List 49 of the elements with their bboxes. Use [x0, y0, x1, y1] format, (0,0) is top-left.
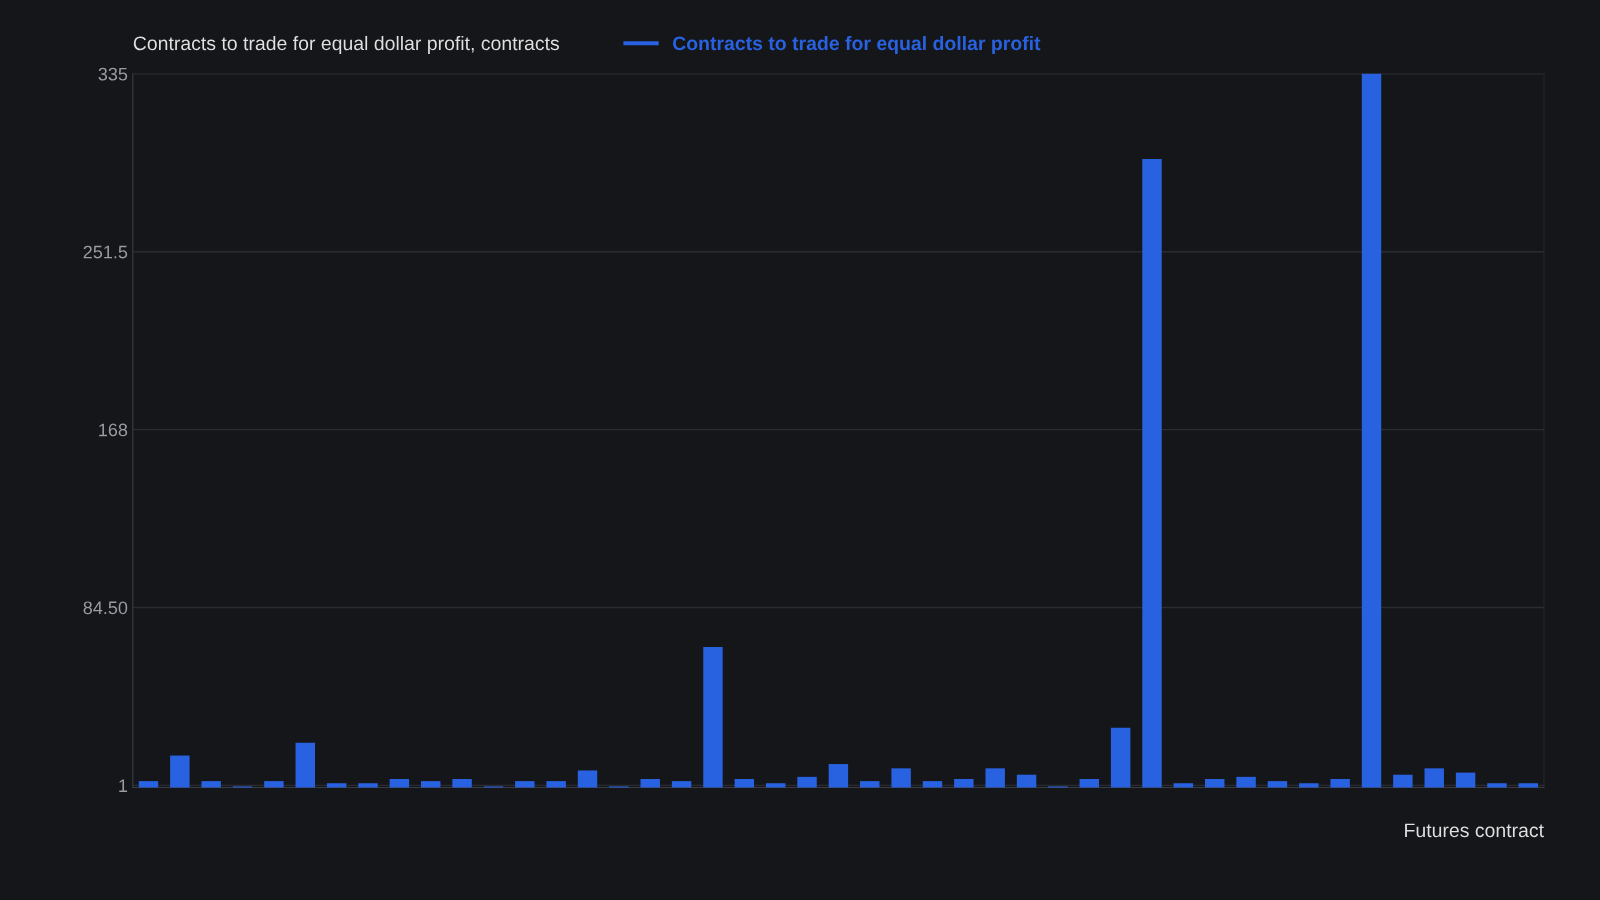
bar: [703, 646, 723, 788]
bar: [358, 783, 378, 788]
bar: [1487, 783, 1507, 788]
y-tick-label: 335: [98, 67, 128, 81]
bar: [1299, 783, 1319, 788]
bar: [326, 783, 347, 788]
bar: [985, 768, 1005, 788]
bar: [640, 778, 660, 788]
y-tick-label: 251.5: [83, 245, 128, 259]
bar: [515, 781, 535, 788]
bar: [860, 781, 880, 788]
bar: [671, 781, 692, 788]
bar: [295, 742, 315, 788]
bar: [734, 778, 755, 788]
y-axis-title: Contracts to trade for equal dollar profit, contracts: [133, 35, 559, 55]
y-tick-label: 1: [119, 779, 128, 792]
y-tick-label: 168: [99, 423, 128, 437]
bar: [954, 778, 974, 788]
y-tick-label: 84.50: [83, 601, 128, 615]
bar: [922, 781, 943, 788]
bar: [797, 776, 817, 788]
bar: [1267, 781, 1288, 788]
bar: [1110, 727, 1131, 788]
bar: [201, 781, 221, 788]
bar: [546, 781, 566, 788]
bar: [1205, 778, 1225, 788]
bar: [1455, 772, 1476, 788]
bar: [1424, 768, 1444, 788]
bar: [1361, 73, 1382, 788]
bar: [389, 778, 410, 788]
bar: [828, 764, 849, 788]
bar: [1330, 778, 1350, 788]
bar: [1236, 776, 1256, 788]
bar: [577, 770, 598, 788]
bar: [1173, 783, 1194, 788]
bar: [264, 781, 284, 788]
bar: [1518, 783, 1539, 788]
bar: [1393, 774, 1413, 788]
bar: [891, 768, 911, 788]
bar: [452, 778, 472, 788]
bar: [1142, 159, 1162, 788]
legend-label: Contracts to trade for equal dollar profit: [672, 35, 1041, 55]
bar: [1016, 774, 1037, 788]
bar: [1079, 778, 1099, 788]
bar: [170, 755, 190, 788]
x-axis-title: Futures contract: [1405, 823, 1544, 838]
bar: [138, 781, 159, 788]
bar: [765, 783, 786, 788]
bar: [421, 781, 441, 788]
